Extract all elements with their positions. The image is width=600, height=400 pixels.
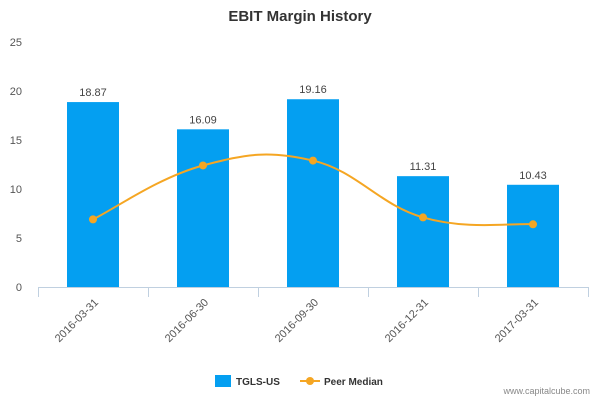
peer-median-point — [199, 161, 207, 170]
bar-data-labels: 18.87 16.09 19.16 11.31 10.43 — [79, 84, 547, 182]
peer-median-point — [309, 156, 317, 165]
bar-data-label: 18.87 — [79, 87, 107, 99]
legend-swatch-tgls-us — [215, 375, 231, 387]
y-tick-label: 10 — [10, 184, 22, 196]
bar-data-label: 11.31 — [410, 161, 437, 173]
bar — [507, 184, 559, 287]
line-series-peer-median — [89, 153, 537, 229]
bar — [287, 99, 339, 288]
legend-label-peer-median: Peer Median — [324, 377, 383, 388]
bar — [67, 102, 119, 287]
x-tick-label: 2016-06-30 — [163, 297, 211, 345]
y-tick-label: 5 — [16, 233, 22, 245]
x-tick-label: 2016-12-31 — [383, 297, 431, 345]
peer-median-point — [529, 220, 537, 229]
y-tick-label: 15 — [10, 135, 22, 147]
bar-series-tgls-us — [67, 99, 559, 288]
x-axis: 2016-03-31 2016-06-30 2016-09-30 2016-12-31… — [38, 287, 589, 345]
bar — [177, 129, 229, 287]
bar-data-label: 10.43 — [519, 170, 547, 182]
x-tick-label: 2016-09-30 — [273, 297, 321, 345]
chart-title: EBIT Margin History — [228, 8, 372, 25]
legend-label-tgls-us: TGLS-US — [236, 377, 280, 388]
bar — [397, 176, 449, 287]
chart-legend: TGLS-US Peer Median — [215, 375, 383, 388]
bar-data-label: 16.09 — [189, 114, 217, 126]
peer-median-point — [419, 213, 427, 222]
legend-swatch-peer-median-marker — [306, 377, 314, 385]
source-credit: www.capitalcube.com — [502, 386, 590, 396]
y-axis: 0 5 10 15 20 25 — [10, 37, 22, 294]
y-tick-label: 0 — [16, 282, 22, 294]
y-tick-label: 20 — [10, 86, 22, 98]
x-tick-label: 2017-03-31 — [493, 297, 541, 345]
peer-median-point — [89, 215, 97, 224]
y-tick-label: 25 — [10, 37, 22, 49]
x-tick-label: 2016-03-31 — [53, 297, 101, 345]
bar-data-label: 19.16 — [299, 84, 327, 96]
